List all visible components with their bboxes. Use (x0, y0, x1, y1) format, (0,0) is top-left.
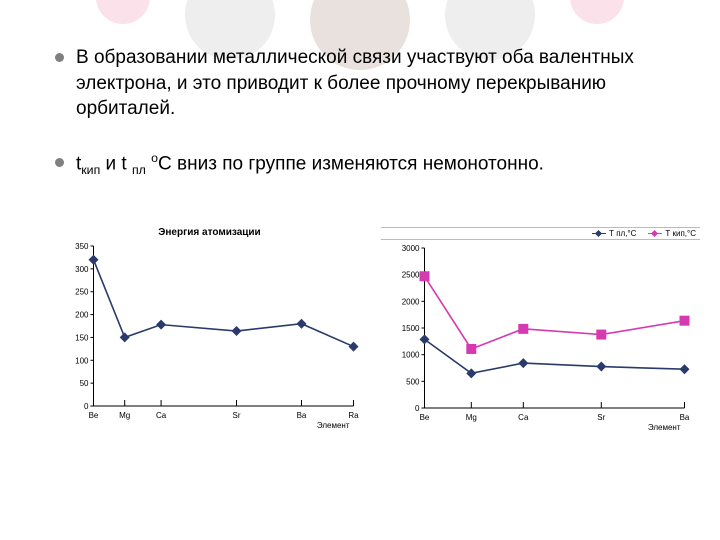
svg-text:100: 100 (75, 356, 89, 365)
bullet-text: В образовании металлической связи участв… (76, 45, 670, 122)
svg-text:200: 200 (75, 310, 89, 319)
svg-text:Ca: Ca (156, 411, 167, 420)
svg-text:1500: 1500 (402, 324, 420, 333)
charts-row: Энергия атомизации 0 50 100 150 200 250 300 350… (0, 227, 720, 432)
svg-text:Mg: Mg (119, 411, 130, 420)
svg-text:350: 350 (75, 242, 89, 251)
legend-label: Т пл,°С (609, 229, 636, 238)
chart-title: Энергия атомизации (50, 227, 369, 238)
svg-text:Sr: Sr (597, 413, 605, 422)
chart-legend: Т пл,°С Т кип,°С (381, 227, 700, 240)
svg-text:250: 250 (75, 287, 89, 296)
svg-text:Ra: Ra (348, 411, 359, 420)
bullet-dot-icon (55, 158, 64, 167)
svg-text:Ba: Ba (680, 413, 690, 422)
svg-text:500: 500 (406, 377, 420, 386)
svg-text:150: 150 (75, 333, 89, 342)
legend-marker-icon (592, 233, 606, 234)
svg-text:2000: 2000 (402, 297, 420, 306)
legend-item: Т пл,°С (592, 229, 636, 238)
chart-temperatures: Т пл,°С Т кип,°С 0 500 1000 1500 2000 2500 3000… (381, 227, 700, 432)
svg-text:300: 300 (75, 265, 89, 274)
svg-text:Mg: Mg (466, 413, 477, 422)
bullet-list: В образовании металлической связи участв… (0, 0, 720, 227)
legend-marker-icon (648, 233, 662, 234)
svg-text:Sr: Sr (233, 411, 241, 420)
svg-text:50: 50 (80, 379, 89, 388)
svg-text:0: 0 (84, 402, 89, 411)
bullet-item: В образовании металлической связи участв… (55, 45, 670, 122)
svg-text:Be: Be (89, 411, 99, 420)
svg-text:Элемент: Элемент (317, 421, 350, 430)
chart-atomization: Энергия атомизации 0 50 100 150 200 250 300 350… (50, 227, 369, 432)
svg-text:Be: Be (420, 413, 430, 422)
chart-svg: 0 500 1000 1500 2000 2500 3000 Be Mg Ca Sr BaЭлемен… (381, 242, 700, 432)
svg-text:Элемент: Элемент (648, 423, 681, 432)
bullet-item: tкип и t пл оС вниз по группе изменяются… (55, 150, 670, 179)
legend-item: Т кип,°С (648, 229, 696, 238)
svg-text:2500: 2500 (402, 270, 420, 279)
bullet-text: tкип и t пл оС вниз по группе изменяются… (76, 150, 544, 179)
svg-text:0: 0 (415, 404, 420, 413)
svg-text:Ca: Ca (518, 413, 529, 422)
bullet-dot-icon (55, 53, 64, 62)
svg-text:3000: 3000 (402, 244, 420, 253)
svg-text:1000: 1000 (402, 350, 420, 359)
legend-label: Т кип,°С (665, 229, 696, 238)
svg-text:Ba: Ba (297, 411, 307, 420)
chart-svg: 0 50 100 150 200 250 300 350 Be Mg Ca Sr Ba RaЭлемент (50, 240, 369, 430)
